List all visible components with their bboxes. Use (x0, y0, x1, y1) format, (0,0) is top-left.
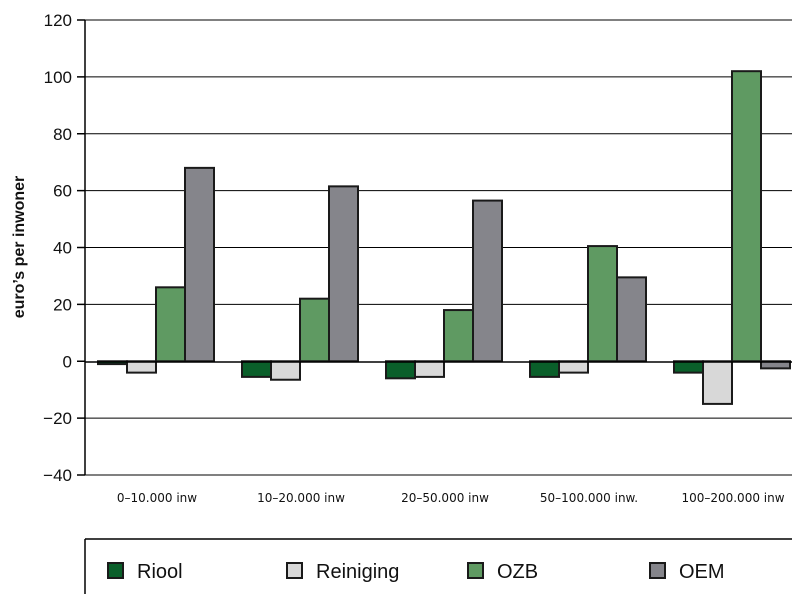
y-tick-label: 120 (44, 11, 72, 30)
y-tick-label: 100 (44, 68, 72, 87)
bar-riool-2 (385, 360, 416, 380)
legend-label-oem: OEM (679, 561, 725, 583)
bar-ozb-2 (443, 309, 474, 363)
legend-label-riool: Riool (137, 561, 183, 583)
legend-label-reiniging: Reiniging (316, 561, 399, 583)
y-tick-label: −20 (43, 409, 72, 428)
legend-swatch-reiniging (286, 562, 303, 579)
bars (97, 70, 791, 405)
legend: Riool Reiniging OZB OEM (84, 538, 792, 594)
x-tick-label: 10–20.000 inw (257, 491, 345, 505)
bar-reiniging-4 (702, 360, 733, 405)
bar-reiniging-3 (558, 360, 589, 374)
y-axis-label: euro’s per inwoner (11, 176, 28, 319)
y-tick-label: 80 (53, 125, 72, 144)
y-tick-label: 20 (53, 295, 72, 314)
bar-ozb-4 (731, 70, 762, 363)
x-tick-label: 20–50.000 inw (401, 491, 489, 505)
x-tick-label: 50–100.000 inw. (540, 491, 638, 505)
x-tick-labels: 0–10.000 inw 10–20.000 inw 20–50.000 inw 50… (117, 491, 785, 505)
legend-swatch-ozb (467, 562, 484, 579)
y-tick-labels: −40 −20 0 20 40 60 80 100 120 (43, 11, 85, 485)
legend-swatch-oem (649, 562, 666, 579)
y-tick-label: 40 (53, 239, 72, 258)
bar-reiniging-1 (270, 360, 301, 381)
y-tick-label: −40 (43, 466, 72, 485)
bar-ozb-1 (299, 297, 330, 363)
bar-riool-4 (673, 360, 704, 374)
bar-reiniging-0 (126, 360, 157, 374)
y-tick-label: 60 (53, 182, 72, 201)
y-tick-label: 0 (63, 352, 72, 371)
bar-riool-3 (529, 360, 560, 378)
bar-ozb-3 (587, 245, 618, 363)
bar-oem-0 (184, 166, 215, 363)
bar-oem-1 (328, 185, 359, 363)
bar-ozb-0 (155, 286, 186, 363)
x-tick-label: 100–200.000 inw (681, 491, 784, 505)
bar-reiniging-2 (414, 360, 445, 378)
x-tick-label: 0–10.000 inw (117, 491, 197, 505)
bar-oem-3 (616, 276, 647, 363)
bar-riool-1 (241, 360, 272, 378)
bar-oem-2 (472, 199, 503, 363)
legend-swatch-riool (107, 562, 124, 579)
legend-label-ozb: OZB (497, 561, 538, 583)
